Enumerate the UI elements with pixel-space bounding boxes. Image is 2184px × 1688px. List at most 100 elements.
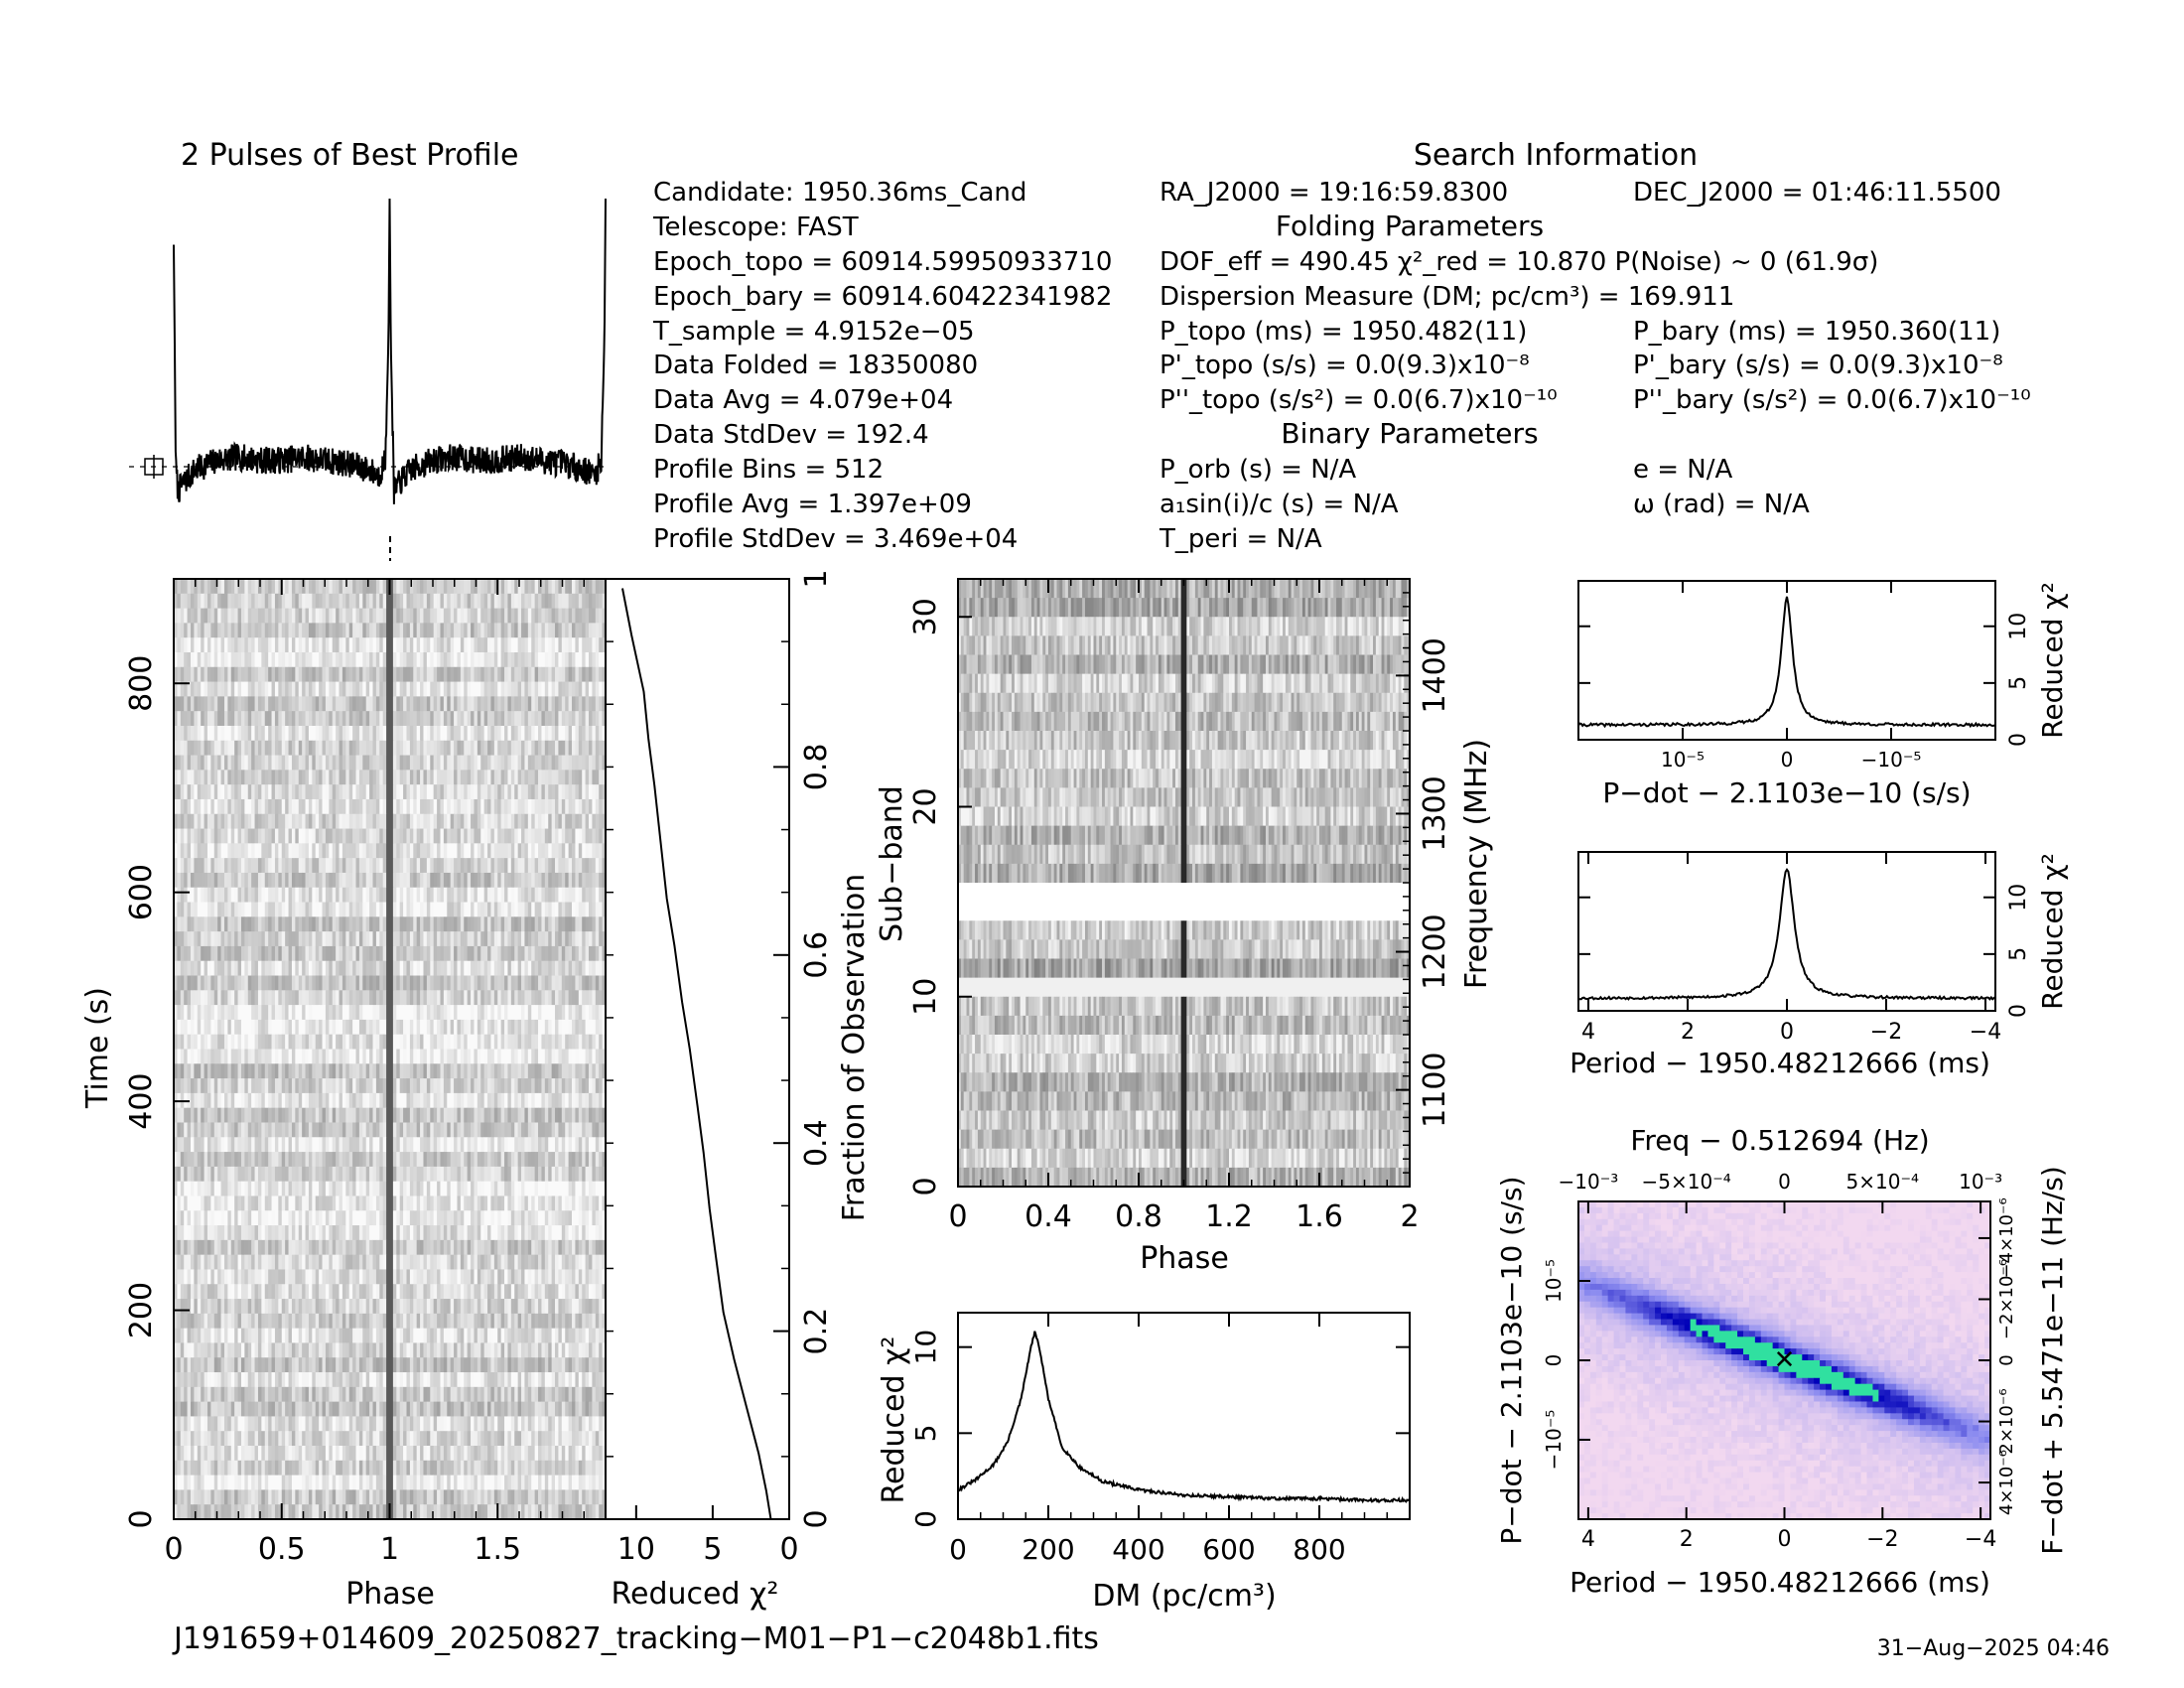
time-phase-xminor: [195, 1511, 585, 1519]
dm-chi-plot: [958, 1331, 1411, 1504]
redchi-time-plot: [621, 588, 772, 1520]
info-left-line: Profile Avg = 1.397e+09: [653, 490, 972, 519]
ppdot-x2tick-label: 5×10⁻⁴: [1846, 1170, 1920, 1194]
period-chi-frame: [1577, 851, 1996, 1012]
info-right-line: P_bary (ms) = 1950.360(11): [1633, 317, 2000, 347]
info-left-line: Profile StdDev = 3.469e+04: [653, 524, 1018, 554]
redchi-time-xtick-label: 10: [617, 1532, 655, 1567]
info-mid-line: DOF_eff = 490.45 χ²_red = 10.870 P(Noise…: [1160, 247, 1878, 277]
profile-plot: [129, 198, 607, 561]
ppdot-best-marker: ✕: [1774, 1345, 1796, 1375]
redchi-time-ytick-label: 0: [799, 1509, 834, 1528]
info-mid-line: P''_topo (s/s²) = 0.0(6.7)x10⁻¹⁰: [1160, 385, 1558, 415]
ppdot-y2tick-label: −4×10⁻⁶: [1996, 1197, 2017, 1278]
period-chi-xtick-label: 0: [1780, 1020, 1794, 1045]
dm-chi-xtick-label: 400: [1112, 1533, 1164, 1566]
time-phase-ytick-label: 800: [124, 655, 159, 712]
dm-chi-xtick-label: 600: [1202, 1533, 1255, 1566]
redchi-time-ylabel: Fraction of Observation: [837, 874, 872, 1221]
time-phase-xminor-top: [195, 579, 585, 587]
redchi-time-xtick-label: 0: [779, 1532, 798, 1567]
subband-phase-y2tick-label: 1100: [1418, 1052, 1452, 1127]
binary-title: Binary Parameters: [1281, 417, 1538, 450]
pdot-chi-xtick-label: 10⁻⁵: [1661, 748, 1705, 772]
time-phase-xtick-label: 1: [380, 1532, 399, 1567]
info-mid-line: P_orb (s) = N/A: [1160, 455, 1356, 485]
subband-phase-xtick-label: 1.2: [1205, 1199, 1253, 1234]
info-right-line: e = N/A: [1633, 455, 1733, 485]
info-left-line: Candidate: 1950.36ms_Cand: [653, 178, 1026, 208]
subband-phase-xtick-label: 0.8: [1115, 1199, 1162, 1234]
pdot-chi-xtick-label: 0: [1781, 748, 1794, 772]
ppdot-x2tick-label: −5×10⁻⁴: [1642, 1170, 1731, 1194]
dm-chi-ytick-label: 5: [909, 1424, 942, 1442]
subband-phase-ytick-label: 30: [908, 598, 943, 635]
redchi-time-yticks: [773, 578, 789, 1520]
info-mid-line: P'_topo (s/s) = 0.0(9.3)x10⁻⁸: [1160, 351, 1530, 380]
info-mid-line: Dispersion Measure (DM; pc/cm³) = 169.91…: [1160, 282, 1734, 312]
dm-chi-frame: [957, 1312, 1411, 1520]
search-title: Search Information: [1414, 138, 1698, 173]
redchi-time-ytick-label: 0.2: [799, 1308, 834, 1355]
info-left-line: Data Folded = 18350080: [653, 351, 978, 380]
ppdot-ytick-label: 10⁻⁵: [1542, 1259, 1566, 1303]
time-phase-ytick-label: 0: [124, 1509, 159, 1528]
profile-title: 2 Pulses of Best Profile: [181, 138, 519, 173]
subband-phase-xtick-label: 0.4: [1024, 1199, 1072, 1234]
pdot-chi-line: [1577, 596, 1996, 729]
footer-date: 31−Aug−2025 04:46: [1877, 1636, 2110, 1661]
subband-phase-xlabel: Phase: [1140, 1241, 1229, 1276]
subband-phase-y2tick-label: 1400: [1418, 637, 1452, 713]
subband-phase-yticks: [958, 616, 972, 1188]
info-left-line: Profile Bins = 512: [653, 455, 884, 485]
ppdot-y2label: F−dot + 5.5471e−11 (Hz/s): [2036, 1166, 2069, 1555]
period-chi-ytick-label: 10: [2006, 884, 2031, 912]
dm-chi-yticks-right: [1396, 1345, 1410, 1520]
subband-phase-ytick-label: 20: [908, 787, 943, 825]
period-chi-ytick-label: 0: [2006, 1004, 2031, 1018]
subband-phase-ytick-label: 0: [908, 1177, 943, 1196]
period-chi-line: [1577, 867, 1996, 1001]
dm-chi-yticks: [958, 1345, 972, 1520]
dm-chi-xtick-label: 0: [949, 1533, 967, 1566]
pdot-chi-plot: [1577, 596, 1996, 729]
subband-phase-xminor: [980, 1180, 1388, 1187]
dm-chi-xtick-label: 800: [1293, 1533, 1345, 1566]
pdot-chi-xticks-top: [1682, 581, 1892, 593]
dm-chi-xlabel: DM (pc/cm³): [1092, 1579, 1276, 1614]
pdot-chi-ytick-label: 0: [2006, 733, 2031, 747]
ppdot-xtick-label: −2: [1866, 1527, 1898, 1552]
info-left-line: Data StdDev = 192.4: [653, 420, 929, 450]
period-chi-ylabel: Reduced χ²: [2036, 853, 2069, 1010]
ppdot-x2tick-label: 0: [1778, 1170, 1791, 1194]
redchi-time-ytick-label: 0.4: [799, 1119, 834, 1167]
pdot-chi-xlabel: P−dot − 2.1103e−10 (s/s): [1602, 776, 1971, 809]
ppdot-x2ticks: [1586, 1201, 1982, 1213]
time-phase-xtick-label: 0.5: [258, 1532, 306, 1567]
redchi-time-xtick-label: 5: [703, 1532, 722, 1567]
ppdot-xlabel: Period − 1950.48212666 (ms): [1570, 1566, 1990, 1599]
info-left-line: Epoch_topo = 60914.59950933710: [653, 247, 1112, 277]
ppdot-xtick-label: 0: [1778, 1527, 1792, 1552]
ppdot-title: Freq − 0.512694 (Hz): [1630, 1124, 1929, 1157]
info-right-line: P'_bary (s/s) = 0.0(9.3)x10⁻⁸: [1633, 351, 2003, 380]
info-right-line: P''_bary (s/s²) = 0.0(6.7)x10⁻¹⁰: [1633, 385, 2031, 415]
ppdot-x2tick-label: 10⁻³: [1959, 1170, 2002, 1194]
dm-chi-ytick-label: 10: [909, 1330, 942, 1365]
ppdot-yticks: [1578, 1280, 1590, 1441]
time-phase-ytick-label: 600: [124, 864, 159, 920]
dm-chi-line: [958, 1331, 1411, 1504]
pdot-chi-xticks: [1682, 728, 1892, 740]
redchi-time-yminor-left: [606, 640, 614, 1458]
ppdot-xtick-label: 4: [1581, 1527, 1595, 1552]
folding-title: Folding Parameters: [1276, 210, 1544, 242]
ppdot-xtick-label: −4: [1965, 1527, 1996, 1552]
dm-chi-xticks-top: [957, 1313, 1320, 1327]
dm-chi-ylabel: Reduced χ²: [877, 1336, 911, 1504]
subband-phase-xtick-label: 2: [1400, 1199, 1419, 1234]
info-mid: RA_J2000 = 19:16:59.8300 DOF_eff = 490.45…: [1159, 178, 1878, 554]
time-phase-yticks: [174, 682, 190, 1520]
info-left-line: Epoch_bary = 60914.60422341982: [653, 282, 1112, 312]
subband-phase-ytick-label: 10: [908, 978, 943, 1016]
pdot-chi-ytick-label: 5: [2006, 676, 2031, 690]
